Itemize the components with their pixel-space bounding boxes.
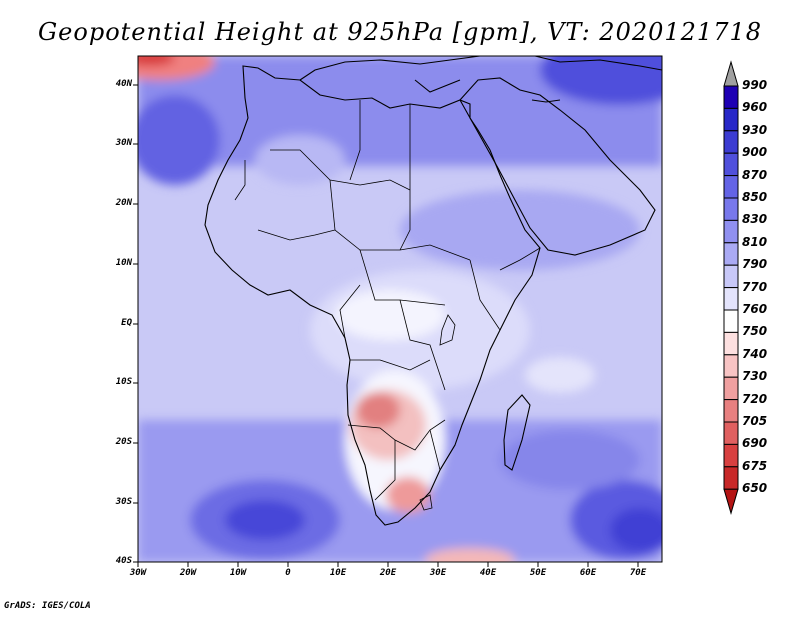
- colorbar-swatch: [723, 175, 739, 199]
- colorbar-label: 740: [742, 346, 768, 361]
- colorbar-label: 730: [742, 369, 768, 384]
- colorbar-label: 675: [742, 458, 768, 473]
- colorbar-swatch: [723, 130, 739, 154]
- colorbar-label: 850: [742, 190, 768, 204]
- colorbar-swatch: [723, 309, 739, 333]
- lon-label: 10E: [329, 568, 347, 578]
- colorbar-label: 770: [742, 279, 768, 294]
- colorbar-swatch: [723, 466, 739, 490]
- colorbar-swatch: [723, 399, 739, 423]
- lon-label: 0: [285, 568, 291, 578]
- lat-label: 40S: [115, 556, 132, 566]
- colorbar-top-arrow: [723, 60, 739, 87]
- lat-label: 30S: [115, 497, 132, 507]
- colorbar-swatch: [723, 421, 739, 445]
- colorbar-swatch: [723, 152, 739, 177]
- colorbar-label: 705: [742, 414, 768, 428]
- borders: [234, 100, 541, 511]
- lat-label: 10S: [115, 377, 132, 387]
- colorbar-swatch: [723, 264, 739, 289]
- colorbar-swatch: [723, 219, 739, 244]
- colorbar-bottom-arrow: [723, 488, 739, 515]
- credit-text: GrADS: IGES/COLA: [4, 601, 91, 611]
- colorbar-swatch: [723, 354, 739, 378]
- colorbar-label: 750: [742, 324, 768, 339]
- colorbar-swatch: [723, 242, 739, 266]
- lat-label: 20S: [115, 437, 132, 447]
- height-field: [138, 56, 662, 562]
- lon-label: 30E: [429, 568, 447, 578]
- colorbar-label: 870: [742, 167, 768, 182]
- lat-label: EQ: [121, 318, 132, 328]
- colorbar-label: 830: [742, 212, 768, 227]
- colorbar-label: 790: [742, 257, 768, 272]
- colorbar-swatch: [723, 107, 739, 132]
- lon-label: 30W: [129, 568, 147, 578]
- plot-frame: [137, 55, 663, 563]
- lon-label: 40E: [479, 568, 497, 578]
- colorbar-swatch: [723, 443, 739, 468]
- colorbar-label: 690: [742, 436, 768, 451]
- colorbar-label: 720: [742, 391, 768, 406]
- lat-label: 20N: [115, 198, 132, 208]
- colorbar-label: 990: [742, 78, 768, 92]
- colorbar-swatch: [723, 197, 739, 221]
- colorbar-label: 650: [742, 481, 768, 496]
- colorbar-label: 960: [742, 100, 768, 115]
- lon-label: 20E: [379, 568, 397, 578]
- lon-label: 20W: [179, 568, 197, 578]
- lon-label: 60E: [579, 568, 597, 578]
- lat-label: 10N: [115, 258, 132, 268]
- lon-label: 70E: [629, 568, 647, 578]
- colorbar-label: 810: [742, 234, 768, 249]
- colorbar-label: 900: [742, 145, 768, 160]
- lat-ticks: [133, 84, 138, 563]
- colorbar-swatch: [723, 331, 739, 356]
- colorbar-swatch: [723, 376, 739, 401]
- chart-title: Geopotential Height at 925hPa [gpm], VT:…: [38, 18, 762, 46]
- lon-ticks: [137, 562, 639, 567]
- colorbar-label: 930: [742, 122, 768, 137]
- colorbar: [723, 60, 739, 515]
- lon-label: 50E: [529, 568, 547, 578]
- lat-label: 30N: [115, 138, 132, 148]
- colorbar-label: 760: [742, 302, 768, 316]
- lat-label: 40N: [115, 79, 132, 89]
- colorbar-swatch: [723, 85, 739, 109]
- lon-label: 10W: [229, 568, 247, 578]
- colorbar-swatch: [723, 287, 739, 311]
